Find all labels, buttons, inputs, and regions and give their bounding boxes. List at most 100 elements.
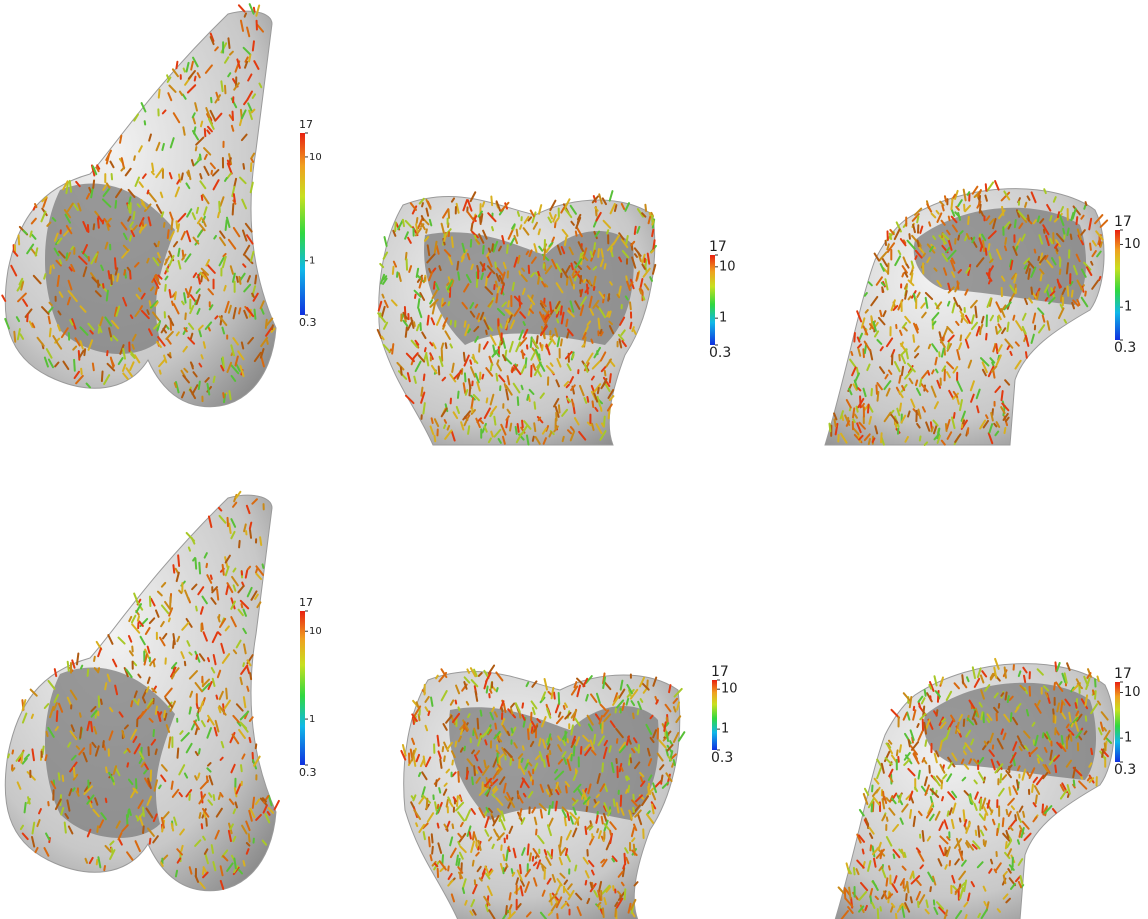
- vector-arrow: [510, 893, 511, 899]
- vector-arrow: [55, 669, 56, 676]
- vector-arrow: [70, 181, 71, 192]
- vector-arrow: [49, 317, 50, 324]
- vector-arrow: [489, 249, 490, 252]
- vector-arrow: [544, 249, 545, 259]
- vector-arrow: [615, 205, 616, 211]
- vector-arrow: [196, 147, 197, 150]
- vector-arrow: [200, 154, 201, 159]
- vector-arrow: [424, 374, 425, 380]
- vector-arrow: [980, 205, 981, 213]
- vector-arrow: [422, 203, 423, 206]
- vector-arrow: [559, 693, 560, 704]
- vector-arrow: [250, 523, 251, 529]
- vector-arrow: [105, 683, 106, 689]
- vector-arrow: [502, 708, 503, 712]
- vector-arrow: [178, 555, 179, 566]
- vector-arrow: [610, 282, 612, 285]
- vector-arrow: [881, 433, 882, 442]
- vector-arrow: [989, 280, 990, 283]
- vector-arrow: [508, 848, 510, 851]
- vector-arrow: [199, 749, 200, 753]
- vector-arrow: [255, 275, 256, 283]
- vector-arrow: [845, 890, 846, 898]
- vector-arrow: [448, 426, 450, 430]
- vector-arrow: [133, 212, 134, 219]
- vector-arrow: [599, 906, 600, 909]
- vector-arrow: [599, 319, 600, 329]
- vector-arrow: [211, 575, 212, 578]
- vector-arrow: [491, 364, 492, 370]
- vector-arrow: [510, 424, 511, 431]
- vector-arrow: [206, 564, 207, 567]
- vector-arrow: [476, 842, 477, 848]
- vector-arrow: [479, 344, 480, 351]
- vector-arrow: [1000, 774, 1001, 782]
- vector-arrow: [181, 846, 182, 851]
- vector-arrow: [960, 335, 961, 340]
- vector-arrow: [1038, 257, 1039, 260]
- vector-arrow: [914, 817, 915, 826]
- vector-arrow: [1064, 320, 1066, 323]
- vector-arrow: [379, 313, 380, 316]
- vector-arrow: [621, 768, 622, 771]
- vector-arrow: [1026, 352, 1027, 358]
- vector-arrow: [630, 323, 631, 329]
- vector-arrow: [963, 420, 964, 423]
- vector-arrow: [158, 242, 159, 246]
- vector-arrow: [1055, 765, 1056, 772]
- vector-arrow: [645, 205, 646, 211]
- vector-arrow: [497, 688, 498, 691]
- vector-arrow: [2, 296, 5, 301]
- vector-arrow: [438, 805, 439, 808]
- vector-arrow: [985, 841, 986, 846]
- vector-arrow: [863, 349, 864, 357]
- vector-arrow: [916, 380, 917, 385]
- vector-arrow: [219, 615, 220, 618]
- vector-arrow: [1009, 788, 1010, 795]
- vector-arrow: [256, 569, 257, 573]
- vector-arrow: [65, 822, 66, 832]
- vector-arrow: [93, 364, 94, 371]
- vector-arrow: [567, 739, 568, 742]
- vector-arrow: [464, 353, 465, 361]
- vector-arrow: [104, 866, 105, 870]
- vector-arrow: [159, 785, 161, 788]
- vector-arrow: [239, 277, 240, 284]
- vector-arrow: [246, 571, 247, 578]
- vector-arrow: [978, 826, 979, 837]
- vector-arrow: [628, 786, 629, 792]
- vector-arrow: [626, 236, 627, 243]
- vector-arrow: [67, 253, 68, 258]
- vector-arrow: [932, 427, 933, 431]
- vector-arrow: [93, 181, 94, 188]
- vector-arrow: [948, 811, 949, 815]
- vector-arrow: [468, 714, 470, 717]
- vector-arrow: [173, 641, 174, 648]
- vector-arrow: [198, 773, 199, 777]
- vector-arrow: [523, 322, 524, 325]
- vector-arrow: [63, 776, 64, 781]
- vector-arrow: [920, 437, 921, 441]
- vector-arrow: [169, 737, 170, 747]
- vector-arrow: [591, 340, 592, 343]
- vector-arrow: [115, 201, 116, 208]
- vector-arrow: [906, 894, 907, 900]
- vector-arrow: [25, 803, 26, 813]
- vector-arrow: [632, 327, 634, 331]
- vector-arrow: [986, 415, 988, 418]
- vector-arrow: [902, 273, 903, 276]
- vector-arrow: [438, 736, 439, 746]
- vector-arrow: [471, 265, 472, 269]
- vector-arrow: [603, 908, 604, 917]
- vector-arrow: [447, 800, 448, 807]
- vector-arrow: [1015, 815, 1016, 820]
- vector-arrow: [664, 722, 665, 731]
- vector-arrow: [964, 745, 965, 748]
- vector-arrow: [520, 865, 521, 873]
- vector-arrow: [942, 797, 943, 800]
- vector-arrow: [883, 792, 884, 800]
- vector-arrow: [993, 370, 994, 377]
- vector-arrow: [457, 262, 458, 270]
- vector-arrow: [670, 741, 672, 744]
- vector-arrow: [1036, 795, 1037, 803]
